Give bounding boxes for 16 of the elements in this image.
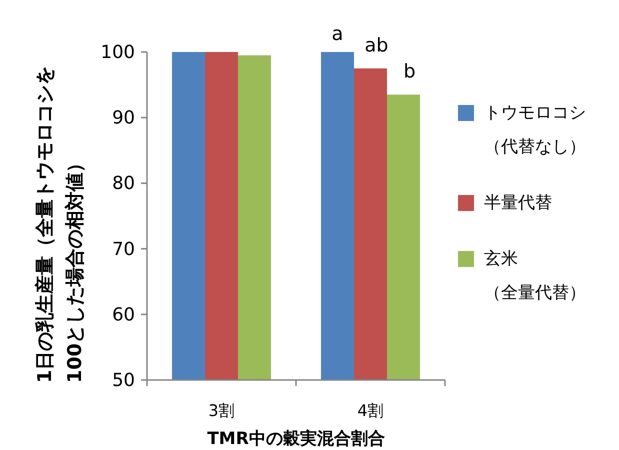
text: a: [332, 23, 344, 45]
x-tick-label: 3割: [208, 401, 235, 420]
annotation: b: [403, 60, 416, 83]
legend-label: 玄米（全量代替）: [484, 248, 587, 305]
y-tick-label: 80: [112, 173, 135, 194]
y-tick-label: 60: [112, 304, 135, 326]
x-tick-label: 4割: [357, 401, 384, 420]
y-tick-label: 50: [112, 370, 135, 391]
annotation: ab: [364, 34, 388, 56]
y-axis-title: 1日の乳生産量（全量トウモロコシを100とした場合の相対値）: [33, 64, 87, 383]
x-axis-title: TMR中の穀実混合割合: [206, 428, 386, 450]
y-tick-label: 90: [112, 108, 135, 129]
legend-label: 半量代替: [484, 192, 553, 215]
y-tick-label: 70: [112, 238, 135, 260]
legend-label: トウモロコシ（代替なし）: [484, 102, 587, 159]
y-tick-label: 100: [100, 42, 135, 63]
